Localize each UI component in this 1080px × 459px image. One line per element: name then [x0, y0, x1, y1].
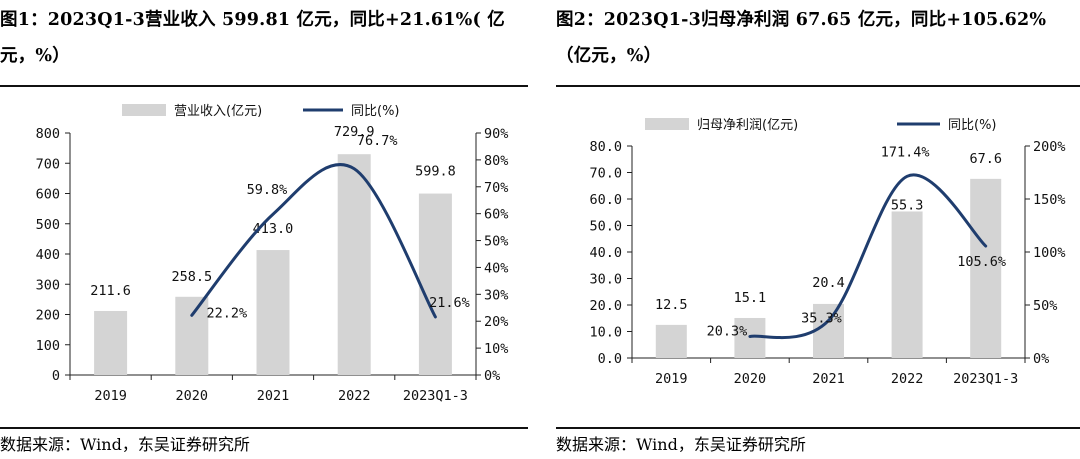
legend-line-label: 同比(%) [948, 118, 997, 133]
chart-title: 图1：2023Q1-3营业收入 599.81 亿元，同比+21.61%( 亿元，… [0, 10, 505, 66]
y-left-tick-label: 40.0 [589, 245, 622, 261]
yoy-line [748, 173, 988, 340]
chart-panel-net-profit: 图2：2023Q1-3归母净利润 67.65 亿元，同比+105.62%（亿元，… [556, 0, 1080, 459]
bar-data-label: 20.4 [812, 275, 845, 291]
top-divider [0, 85, 528, 87]
line-data-label: 171.4% [881, 144, 930, 160]
bar [970, 178, 1002, 358]
y-left-tick-label: 300 [36, 277, 60, 293]
x-tick-label: 2021 [812, 371, 845, 387]
x-tick-label: 2022 [338, 388, 371, 404]
legend-bar-swatch [122, 104, 166, 116]
line-data-label: 105.6% [957, 254, 1006, 270]
y-left-tick-label: 700 [36, 156, 60, 172]
y-left-tick-label: 400 [36, 247, 60, 263]
x-tick-label: 2023Q1-3 [403, 388, 468, 404]
bar [418, 193, 452, 375]
y-right-tick-label: 70% [484, 180, 508, 196]
y-right-tick-label: 80% [484, 153, 508, 169]
line-data-label: 21.6% [429, 295, 470, 311]
x-tick-label: 2020 [734, 371, 767, 387]
x-tick-label: 2022 [891, 371, 924, 387]
y-right-tick-label: 40% [484, 260, 508, 276]
source-note: 数据来源：Wind，东吴证券研究所 [0, 435, 250, 454]
x-tick-label: 2023Q1-3 [953, 371, 1018, 387]
y-right-tick-label: 60% [484, 207, 508, 223]
x-tick-label: 2019 [655, 371, 688, 387]
x-tick-label: 2021 [257, 388, 290, 404]
y-left-tick-label: 10.0 [589, 325, 622, 341]
line-data-label: 76.7% [357, 133, 398, 149]
bar [94, 310, 128, 375]
bar [891, 211, 923, 358]
y-left-tick-label: 600 [36, 187, 60, 203]
bar [337, 154, 371, 375]
x-tick-label: 2019 [94, 388, 127, 404]
y-right-tick-label: 10% [484, 341, 508, 357]
legend-bar-label: 营业收入(亿元) [174, 104, 262, 119]
legend-bar-label: 归母净利润(亿元) [697, 118, 798, 133]
line-data-label: 35.3% [801, 311, 842, 327]
y-left-tick-label: 200 [36, 308, 60, 324]
y-right-tick-label: 50% [484, 234, 508, 250]
y-left-tick-label: 500 [36, 217, 60, 233]
bottom-divider [556, 427, 1080, 429]
y-left-tick-label: 800 [36, 126, 60, 142]
bar [175, 296, 209, 375]
bar-data-label: 12.5 [655, 297, 688, 313]
y-right-tick-label: 50% [1033, 298, 1057, 314]
y-right-tick-label: 200% [1033, 139, 1066, 155]
legend-line-label: 同比(%) [351, 104, 400, 119]
y-left-tick-label: 50.0 [589, 219, 622, 235]
y-left-tick-label: 70.0 [589, 166, 622, 182]
y-left-tick-label: 80.0 [589, 139, 622, 155]
y-right-tick-label: 30% [484, 287, 508, 303]
y-left-tick-label: 30.0 [589, 272, 622, 288]
y-right-tick-label: 0% [1033, 351, 1049, 367]
y-left-tick-label: 100 [36, 338, 60, 354]
net-profit-chart: 0.0 10.0 20.0 30.0 40.0 50.0 60.0 70.0 80.0 0% 50%… [589, 118, 1066, 387]
bar [813, 303, 844, 358]
bar-data-label: 211.6 [90, 283, 131, 299]
bar-data-label: 15.1 [734, 290, 767, 306]
bar-data-label: 599.8 [415, 164, 456, 180]
x-tick-label: 2020 [176, 388, 209, 404]
bar-data-label: 729.9 [334, 124, 375, 140]
source-note: 数据来源：Wind，东吴证券研究所 [556, 435, 806, 454]
bar [256, 250, 290, 375]
yoy-line [190, 163, 437, 319]
top-divider [556, 85, 1080, 87]
y-right-tick-label: 20% [484, 314, 508, 330]
line-data-label: 20.3% [707, 323, 748, 339]
y-left-tick-label: 60.0 [589, 192, 622, 208]
chart-panel-revenue: 图1：2023Q1-3营业收入 599.81 亿元，同比+21.61%( 亿元，… [0, 0, 528, 459]
line-data-label: 59.8% [247, 182, 288, 198]
bar-data-label: 67.6 [969, 151, 1002, 167]
bar [734, 317, 766, 358]
revenue-chart: 0 100 200 300 400 500 600 700 800 0% 10% 20% 30% 40% 5… [36, 104, 508, 404]
y-right-tick-label: 150% [1033, 192, 1066, 208]
y-right-tick-label: 100% [1033, 245, 1066, 261]
line-data-label: 22.2% [206, 305, 247, 321]
chart-title: 图2：2023Q1-3归母净利润 67.65 亿元，同比+105.62%（亿元，… [556, 10, 1047, 66]
y-left-tick-label: 0.0 [598, 351, 622, 367]
y-right-tick-label: 90% [484, 126, 508, 142]
y-left-tick-label: 20.0 [589, 298, 622, 314]
y-left-tick-label: 0 [52, 368, 60, 384]
y-right-tick-label: 0% [484, 368, 500, 384]
legend-bar-swatch [645, 118, 689, 130]
bar [655, 324, 687, 358]
bottom-divider [0, 427, 528, 429]
bar-data-label: 258.5 [171, 269, 212, 285]
bar-data-label: 55.3 [891, 197, 924, 213]
